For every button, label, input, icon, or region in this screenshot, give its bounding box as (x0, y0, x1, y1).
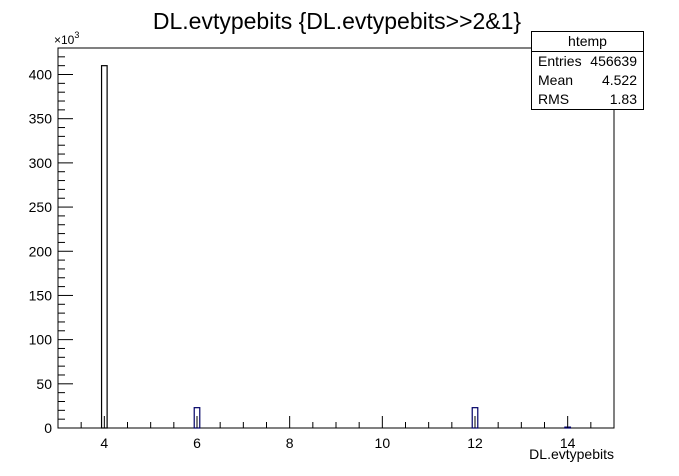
y-tick-label: 300 (29, 155, 53, 171)
y-tick-label: 0 (44, 420, 52, 436)
stats-title: htemp (532, 32, 643, 52)
histogram-bar (100, 65, 108, 429)
stats-label: RMS (538, 91, 570, 107)
x-tick-label: 4 (100, 435, 108, 451)
y-tick-label: 50 (36, 376, 52, 392)
x-axis: 4 6 8 10 12 14 (57, 416, 615, 451)
stats-row-entries: Entries 456639 (532, 52, 643, 71)
stats-value: 4.522 (601, 72, 637, 88)
stats-value: 1.83 (609, 91, 637, 107)
chart-title-box: DL.evtypebits {DL.evtypebits>>2&1} (145, 2, 530, 38)
y-tick-label: 150 (29, 287, 53, 303)
y-tick-label: 350 (29, 111, 53, 127)
stats-box: htemp Entries 456639 Mean 4.522 RMS 1.83 (531, 31, 644, 110)
y-tick-label: 400 (29, 67, 53, 83)
x-axis-label: DL.evtypebits (529, 446, 614, 462)
stats-row-rms: RMS 1.83 (532, 90, 643, 109)
chart-title: DL.evtypebits {DL.evtypebits>>2&1} (153, 8, 522, 34)
x-tick-label: 6 (193, 435, 201, 451)
y-tick-label: 250 (29, 199, 53, 215)
stats-row-mean: Mean 4.522 (532, 71, 643, 90)
x-tick-label: 14 (560, 435, 576, 451)
histogram-bars (100, 65, 572, 429)
y-tick-label: 200 (29, 243, 53, 259)
chart-title-svg: DL.evtypebits {DL.evtypebits>>2&1} (153, 8, 522, 34)
y-tick-label: 100 (29, 332, 53, 348)
stats-value: 456639 (590, 53, 637, 69)
stats-label: Entries (538, 53, 582, 69)
x-tick-label: 12 (467, 435, 483, 451)
x-tick-label: 8 (286, 435, 294, 451)
y-axis: 0 50 100 150 200 250 300 350 400 (29, 47, 73, 436)
stats-label: Mean (538, 72, 574, 88)
x-tick-label: 10 (375, 435, 391, 451)
y-multiplier-label: ×103 (54, 30, 79, 47)
